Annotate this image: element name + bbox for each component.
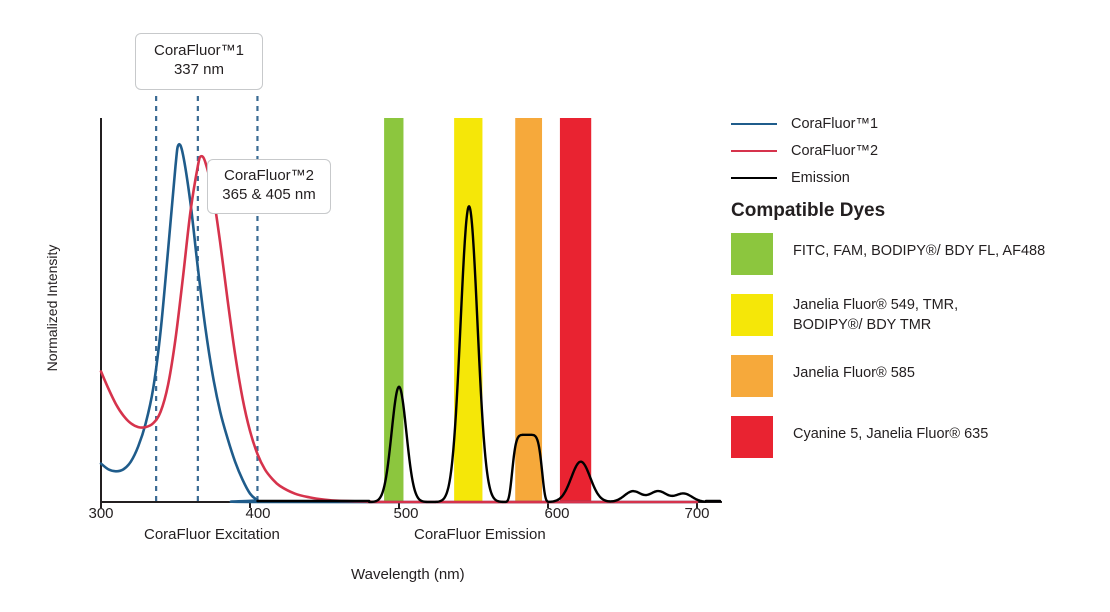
red-band: [559, 118, 592, 502]
dye-color-swatch: [731, 355, 773, 397]
curve-corafluor1: [99, 142, 699, 504]
green-band: [384, 118, 404, 502]
curve-corafluor2: [99, 154, 699, 504]
y-axis-title: Normalized Intensity: [44, 244, 60, 372]
dye-row-0: FITC, FAM, BODIPY®/ BDY FL, AF488: [731, 233, 1091, 275]
plot-axes: [100, 118, 722, 503]
legend-item-label: CoraFluor™2: [791, 142, 879, 159]
dye-color-swatch: [731, 233, 773, 275]
dye-label-line1: Janelia Fluor® 549, TMR,: [793, 297, 959, 313]
x-tick-400: 400: [245, 505, 271, 522]
series-legend: CoraFluor™1 CoraFluor™2 Emission: [731, 110, 1081, 191]
dye-label-line2: BODIPY®/ BDY TMR: [793, 316, 932, 333]
legend-item-1: CoraFluor™2: [731, 137, 1081, 164]
dye-label-line1: Cyanine 5, Janelia Fluor® 635: [793, 426, 989, 442]
x-tick-600: 600: [544, 505, 570, 522]
dye-label: FITC, FAM, BODIPY®/ BDY FL, AF488: [793, 233, 1045, 262]
callout-corafluor1: CoraFluor™1 337 nm: [135, 33, 263, 90]
x-tick-700: 700: [684, 505, 710, 522]
legend-line-swatch-icon: [731, 149, 777, 152]
dye-label: Janelia Fluor® 585: [793, 355, 915, 384]
callout-cf1-line1: CoraFluor™1: [153, 42, 245, 59]
yellow-band: [454, 118, 483, 502]
dye-label: Cyanine 5, Janelia Fluor® 635: [793, 416, 988, 445]
compatible-dyes-title: Compatible Dyes: [731, 200, 886, 221]
x-tick-500: 500: [393, 505, 419, 522]
x-axis-title: Wavelength (nm): [351, 566, 465, 583]
callout-cf2-line2: 365 & 405 nm: [222, 185, 316, 203]
legend-item-label: CoraFluor™1: [791, 115, 879, 132]
dye-label: Janelia Fluor® 549, TMR, BODIPY®/ BDY TMR: [793, 294, 958, 335]
legend-line-swatch-icon: [731, 122, 777, 125]
callout-cf2-line1: CoraFluor™2: [223, 167, 315, 184]
callout-corafluor2: CoraFluor™2 365 & 405 nm: [207, 159, 331, 214]
compatible-dyes-list: FITC, FAM, BODIPY®/ BDY FL, AF488 Janelia…: [731, 233, 1091, 477]
curve-emission: [368, 205, 707, 504]
legend-item-label: Emission: [791, 169, 850, 186]
dye-row-2: Janelia Fluor® 585: [731, 355, 1091, 397]
dye-row-1: Janelia Fluor® 549, TMR, BODIPY®/ BDY TMR: [731, 294, 1091, 336]
dye-color-swatch: [731, 294, 773, 336]
dye-row-3: Cyanine 5, Janelia Fluor® 635: [731, 416, 1091, 458]
emission-section-label: CoraFluor Emission: [414, 526, 546, 543]
legend-item-2: Emission: [731, 164, 1081, 191]
legend-line-swatch-icon: [731, 176, 777, 179]
dye-color-swatch: [731, 416, 773, 458]
excitation-section-label: CoraFluor Excitation: [144, 526, 280, 543]
callout-cf1-line2: 337 nm: [173, 60, 225, 78]
x-tick-300: 300: [88, 505, 114, 522]
dye-label-line1: FITC, FAM, BODIPY®/ BDY FL, AF488: [793, 243, 1046, 259]
dye-label-line1: Janelia Fluor® 585: [793, 365, 915, 381]
legend-item-0: CoraFluor™1: [731, 110, 1081, 137]
